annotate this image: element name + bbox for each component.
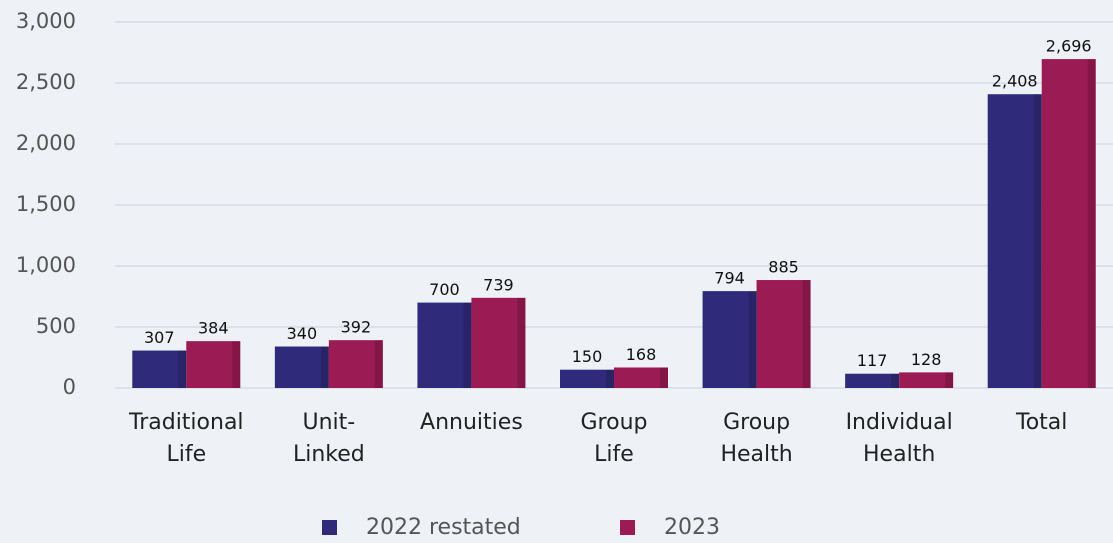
bar (132, 350, 187, 388)
y-tick-label: 3,000 (16, 9, 76, 33)
data-label: 392 (341, 318, 372, 337)
bar-shade (1033, 94, 1042, 388)
x-tick-label: Annuities (420, 410, 523, 435)
data-label: 117 (857, 351, 888, 370)
bar-shade (891, 373, 900, 388)
y-tick-label: 500 (36, 314, 76, 338)
legend-swatch (620, 520, 635, 535)
bar-shade (232, 341, 241, 388)
bar-shade (748, 291, 757, 388)
bar (845, 373, 900, 388)
x-tick-label-line: Unit- (302, 410, 355, 435)
bar (756, 280, 811, 388)
bar-shade (1087, 59, 1096, 388)
bar (702, 291, 757, 388)
y-tick-label: 1,000 (16, 253, 76, 277)
bar (1041, 59, 1096, 388)
x-tick-label: Traditional Life (128, 410, 244, 467)
bar-shade (802, 280, 811, 388)
legend-label: 2022 restated (366, 515, 521, 540)
bar-shade (463, 302, 472, 388)
bar (328, 340, 383, 388)
data-label: 384 (198, 319, 229, 338)
data-label: 794 (714, 269, 745, 288)
bar (899, 372, 954, 388)
bar-shade (374, 340, 383, 388)
x-tick-label: Group Life (581, 410, 648, 467)
data-label: 2,408 (992, 72, 1038, 91)
data-label: 340 (287, 324, 318, 343)
data-label: 700 (429, 280, 460, 299)
bar (987, 94, 1042, 388)
bar-shade (178, 350, 187, 388)
bar-shade (517, 297, 526, 388)
legend-swatch (322, 520, 337, 535)
data-label: 168 (626, 345, 657, 364)
data-label: 739 (483, 275, 514, 294)
bar (560, 369, 614, 388)
x-tick-label-line: Total (1015, 410, 1067, 435)
y-tick-label: 1,500 (16, 192, 76, 216)
data-label: 2,696 (1046, 37, 1092, 56)
bar-shade (320, 346, 329, 388)
data-label: 150 (572, 347, 603, 366)
x-tick-label-line: Health (720, 442, 792, 467)
data-label: 307 (144, 328, 175, 347)
x-tick-label-line: Group (581, 410, 648, 435)
bar (614, 367, 668, 388)
bar-shade (945, 372, 954, 388)
x-tick-label-line: Life (166, 442, 206, 467)
x-tick-label-line: Group (723, 410, 790, 435)
bar-shade (606, 369, 614, 388)
x-tick-label-line: Annuities (420, 410, 523, 435)
x-tick-label-line: Individual (846, 410, 953, 435)
x-tick-label: Unit- Linked (293, 410, 365, 467)
bar (471, 297, 526, 388)
data-label: 885 (768, 258, 799, 277)
y-tick-label: 0 (63, 375, 76, 399)
x-tick-label-line: Health (863, 442, 935, 467)
x-tick-label: Individual Health (846, 410, 953, 467)
x-tick-label-line: Linked (293, 442, 365, 467)
y-tick-label: 2,000 (16, 131, 76, 155)
x-tick-label-line: Traditional (128, 410, 244, 435)
bar (186, 341, 241, 388)
legend-label: 2023 (664, 515, 720, 540)
x-tick-label: Group Health (720, 410, 792, 467)
bar-shade (660, 367, 668, 388)
x-tick-label-line: Life (594, 442, 634, 467)
bar (274, 346, 329, 388)
bar (417, 302, 472, 388)
data-label: 128 (911, 350, 942, 369)
x-tick-label: Total (1015, 410, 1067, 435)
y-tick-label: 2,500 (16, 70, 76, 94)
